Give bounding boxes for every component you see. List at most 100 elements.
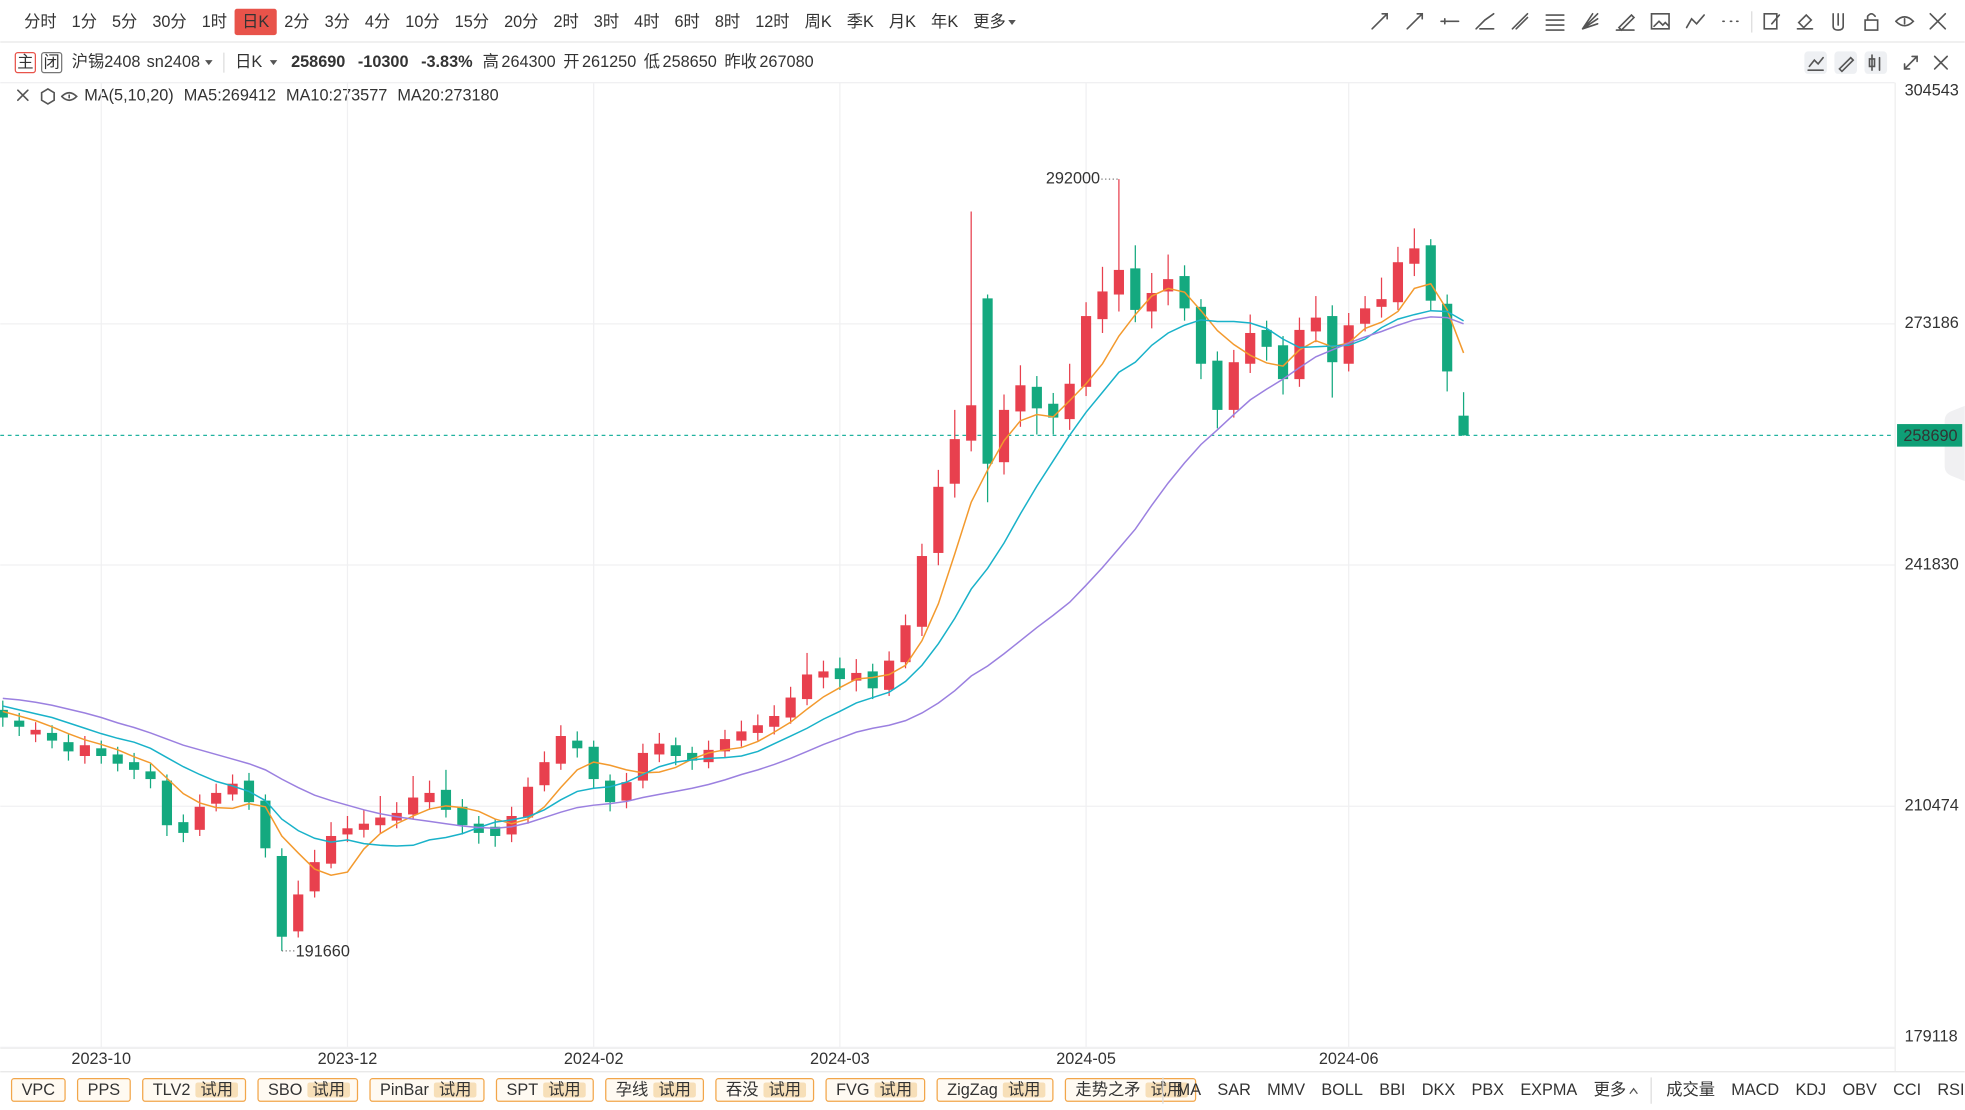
chart-tool-button[interactable] [1804,51,1827,74]
pattern-name: TLV2 [153,1081,191,1099]
period-tab[interactable]: 季K [847,13,874,31]
period-tab[interactable]: 周K [805,13,832,31]
tool-icon[interactable] [1832,12,1845,31]
period-tab[interactable]: 1时 [202,13,227,31]
instrument-name: 沪锡2408 [72,53,141,71]
period-tab[interactable]: 更多 [973,13,1006,31]
legend-close-icon[interactable] [17,89,29,102]
tool-icon[interactable] [1929,12,1947,30]
period-tab[interactable]: 5分 [112,13,137,31]
candle-body [522,786,534,818]
period-tab[interactable]: 12时 [755,13,789,31]
chart-tool-button[interactable] [1864,51,1888,74]
trial-tag-bg [1145,1082,1189,1098]
candle-body [145,771,156,780]
period-tab[interactable]: 8时 [715,13,740,31]
candle-body [637,752,649,781]
chart-close-icon[interactable] [1933,55,1948,70]
pattern-name: SPT [507,1081,539,1099]
sub-indicator[interactable]: MACD [1731,1081,1779,1099]
period-tab[interactable]: 6时 [675,13,700,31]
legend-entry: MA20:273180 [397,87,498,105]
period-tab[interactable]: 2时 [553,13,578,31]
tool-icon[interactable] [1796,13,1814,30]
x-tick-label: 2023-12 [318,1050,378,1068]
tool-icon[interactable] [1581,12,1599,30]
period-tab[interactable]: 10分 [405,13,439,31]
period-label[interactable]: 日K [235,53,262,71]
y-tick-label: 241830 [1905,555,1959,573]
pattern-name: ZigZag [947,1081,998,1099]
sub-indicator[interactable]: 成交量 [1666,1081,1715,1099]
tool-icon[interactable] [1371,12,1388,30]
overlay-indicator[interactable]: EXPMA [1520,1081,1577,1099]
period-tab[interactable]: 3时 [594,13,619,31]
candle-body [703,749,714,763]
last-price: 258690 [291,53,345,71]
tag-box [41,51,63,74]
candle-body [555,736,566,764]
tool-icon[interactable] [1615,13,1636,32]
sub-indicator[interactable]: KDJ [1795,1081,1826,1099]
tool-icon[interactable] [1650,12,1670,30]
candle-body [0,709,8,718]
legend-eye-icon[interactable] [60,91,78,102]
candle-body [457,806,468,826]
legend-entry: MA10:273577 [286,87,387,105]
period-tab[interactable]: 3分 [325,13,350,31]
candle-body [408,797,419,815]
chart-tool-icon [1868,54,1881,71]
candle-body [998,409,1010,463]
tool-icon[interactable] [1864,12,1879,31]
candle-body [719,739,731,752]
quote-label: 低 [644,53,660,71]
period-tab[interactable]: 4分 [365,13,390,31]
candle-body [966,405,977,441]
overlay-more[interactable]: 更多 [1594,1081,1627,1099]
overlay-indicator[interactable]: MA [1177,1081,1202,1099]
sub-indicator[interactable]: CCI [1893,1081,1921,1099]
candle-body [1080,316,1092,387]
candle-body [900,625,911,663]
period-tab[interactable]: 30分 [152,13,186,31]
overlay-indicator[interactable]: MMV [1267,1081,1305,1099]
legend-settings-icon[interactable] [40,88,55,105]
tool-icon[interactable] [1475,12,1495,30]
period-tab[interactable]: 20分 [504,13,538,31]
period-tab[interactable]: 分时 [24,13,57,31]
period-tab[interactable]: 15分 [455,13,489,31]
period-tab[interactable]: 2分 [284,13,309,31]
candle-body [752,725,763,733]
quote-value: 267080 [759,53,813,71]
candle-body [309,862,320,892]
chart-expand-icon[interactable] [1903,55,1918,70]
candle-body [1360,308,1371,324]
tool-icon[interactable] [1511,12,1529,30]
overlay-indicator[interactable]: BBI [1379,1081,1405,1099]
tool-icon[interactable] [1685,14,1705,29]
sub-indicator[interactable]: RSI [1937,1081,1964,1099]
tool-icon[interactable] [1406,12,1424,30]
tool-icon[interactable] [1440,17,1460,25]
overlay-indicator[interactable]: PBX [1471,1081,1504,1099]
pattern-button[interactable] [76,1078,131,1102]
candle-body [588,746,599,780]
period-tab[interactable]: 4时 [634,13,659,31]
tool-icon[interactable] [1763,12,1781,30]
pattern-button[interactable] [10,1078,66,1102]
overlay-indicator[interactable]: BOLL [1321,1081,1363,1099]
sub-indicator[interactable]: OBV [1842,1081,1877,1099]
tool-icon[interactable] [1545,14,1565,31]
overlay-indicator[interactable]: DKX [1422,1081,1456,1099]
candle-body [1015,385,1026,412]
period-tab[interactable]: 月K [889,13,916,31]
period-tab[interactable]: 1分 [72,13,97,31]
candle-body [112,754,123,764]
instrument-code[interactable]: sn2408 [147,53,200,71]
period-tab[interactable]: 日K [242,13,269,31]
tool-icon[interactable] [1894,16,1915,27]
candle-body [539,762,550,786]
period-tab[interactable]: 年K [931,13,958,31]
overlay-indicator[interactable]: SAR [1217,1081,1250,1099]
